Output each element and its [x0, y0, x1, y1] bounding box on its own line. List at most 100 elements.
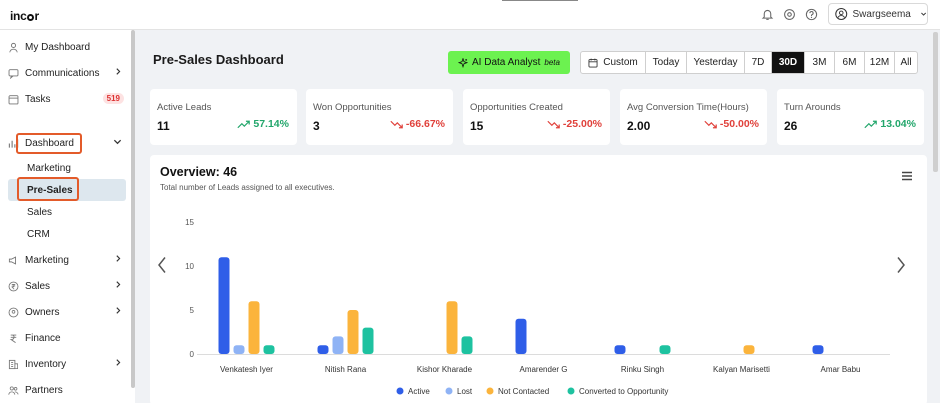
building-icon — [8, 359, 19, 369]
kpi-label: Active Leads — [157, 102, 212, 113]
bell-icon[interactable] — [760, 7, 775, 22]
sidebar-subitem-sales[interactable]: Sales — [27, 206, 53, 218]
top-divider — [502, 0, 578, 1]
sidebar-item-communications[interactable]: Communications — [6, 62, 128, 84]
hamburger-menu-icon[interactable] — [901, 171, 913, 181]
chevron-right-icon — [116, 68, 121, 75]
sidebar-item-label: Owners — [25, 306, 60, 318]
kpi-card-opportunities-created[interactable]: Opportunities Created 15 -25.00% — [463, 89, 610, 145]
trend-down-icon — [547, 120, 560, 128]
range-6m[interactable]: 6M — [835, 52, 865, 73]
sidebar-subitem-pre-sales[interactable]: Pre-Sales — [27, 184, 73, 196]
range-today[interactable]: Today — [646, 52, 687, 73]
overview-subtitle: Total number of Leads assigned to all ex… — [160, 183, 335, 192]
chevron-down-icon — [920, 12, 926, 16]
trend-up-icon — [864, 120, 878, 128]
kpi-card-turn-arounds[interactable]: Turn Arounds 26 13.04% — [777, 89, 924, 145]
calendar-icon — [588, 58, 598, 67]
owner-icon — [8, 307, 19, 317]
range-custom[interactable]: Custom — [581, 52, 646, 73]
sidebar-item-label: Inventory — [25, 358, 67, 370]
kpi-label: Avg Conversion Time(Hours) — [627, 102, 749, 113]
sparkle-icon — [458, 57, 469, 68]
sidebar-item-label: Sales — [25, 280, 51, 292]
chevron-right-icon[interactable] — [896, 256, 906, 274]
help-icon[interactable] — [804, 7, 819, 22]
sidebar-subitem-marketing[interactable]: Marketing — [27, 162, 71, 174]
sidebar-item-label: Dashboard — [25, 137, 74, 149]
kpi-change: -25.00% — [547, 118, 602, 130]
beta-tag: beta — [544, 58, 560, 67]
sidebar: My Dashboard Communications Tasks 519 Da… — [0, 30, 135, 403]
kpi-value: 15 — [470, 119, 484, 133]
sidebar-item-sales[interactable]: Sales — [6, 275, 128, 297]
user-avatar-icon — [835, 8, 848, 20]
chevron-right-icon — [116, 307, 121, 314]
calendar-icon — [8, 94, 19, 104]
ai-data-analyst-button[interactable]: AI Data Analyst beta — [448, 51, 570, 74]
sidebar-subitem-crm[interactable]: CRM — [27, 228, 50, 240]
rupee-circle-icon — [8, 281, 19, 291]
kpi-card-avg-conversion-time[interactable]: Avg Conversion Time(Hours) 2.00 -50.00% — [620, 89, 767, 145]
sidebar-item-inventory[interactable]: Inventory — [6, 353, 128, 375]
user-name: Swargseema — [852, 8, 911, 20]
sidebar-item-owners[interactable]: Owners — [6, 301, 128, 323]
trend-down-icon — [704, 120, 717, 128]
kpi-value: 11 — [157, 119, 170, 133]
chevron-left-icon[interactable] — [157, 256, 167, 274]
page-title: Pre-Sales Dashboard — [153, 52, 284, 67]
main-scrollbar[interactable] — [933, 32, 938, 172]
sidebar-item-dashboard[interactable]: Dashboard — [6, 132, 128, 154]
kpi-label: Turn Arounds — [784, 102, 841, 113]
range-12m[interactable]: 12M — [865, 52, 895, 73]
sidebar-item-label: Partners — [25, 384, 63, 396]
kpi-card-active-leads[interactable]: Active Leads 11 57.14% — [150, 89, 297, 145]
user-menu-button[interactable]: Swargseema — [828, 3, 928, 25]
range-all[interactable]: All — [900, 57, 912, 68]
trend-down-icon — [390, 120, 403, 128]
megaphone-icon — [8, 255, 17, 265]
range-3m[interactable]: 3M — [805, 52, 835, 73]
kpi-change: -50.00% — [704, 118, 759, 130]
kpi-label: Won Opportunities — [313, 102, 392, 113]
range-7d[interactable]: 7D — [745, 52, 772, 73]
kpi-change: 57.14% — [237, 118, 289, 130]
overview-title: Overview: 46 — [160, 165, 238, 179]
kpi-change: -66.67% — [390, 118, 445, 130]
sidebar-item-marketing[interactable]: Marketing — [6, 249, 128, 271]
sidebar-item-label: My Dashboard — [25, 41, 91, 53]
ai-button-label: AI Data Analyst — [472, 57, 541, 68]
pre-sales-highlight-box — [17, 177, 79, 201]
tasks-count-badge: 519 — [102, 93, 124, 104]
sidebar-scrollbar[interactable] — [131, 30, 135, 388]
kpi-card-won-opportunities[interactable]: Won Opportunities 3 -66.67% — [306, 89, 453, 145]
sidebar-item-label: Finance — [25, 332, 61, 344]
top-bar: inc r Swargseema — [0, 0, 940, 30]
dashboard-highlight-box — [16, 133, 82, 154]
settings-icon[interactable] — [782, 7, 797, 22]
range-30d[interactable]: 30D — [772, 52, 805, 73]
chevron-right-icon — [116, 255, 121, 262]
range-yesterday[interactable]: Yesterday — [687, 52, 745, 73]
date-range-selector: Custom Today Yesterday 7D 30D 3M 6M 12M … — [580, 51, 918, 74]
sidebar-item-my-dashboard[interactable]: My Dashboard — [6, 36, 128, 58]
trend-up-icon — [237, 120, 251, 128]
kpi-label: Opportunities Created — [470, 102, 563, 113]
sidebar-item-label: Tasks — [25, 93, 51, 105]
app-logo[interactable]: inc r — [10, 9, 39, 23]
chevron-down-icon — [113, 139, 122, 145]
sidebar-item-tasks[interactable]: Tasks 519 — [6, 88, 128, 110]
chevron-right-icon — [116, 359, 121, 366]
partners-icon — [8, 385, 19, 395]
kpi-value: 2.00 — [627, 119, 651, 133]
sidebar-item-partners[interactable]: Partners — [6, 379, 128, 401]
overview-card: Overview: 46 Total number of Leads assig… — [150, 155, 927, 403]
chevron-right-icon — [116, 281, 121, 288]
bar-chart-icon — [8, 138, 19, 148]
sidebar-active-background — [8, 179, 126, 201]
kpi-change: 13.04% — [864, 118, 916, 130]
user-icon — [9, 42, 18, 52]
chat-icon — [8, 68, 19, 79]
sidebar-item-finance[interactable]: Finance — [6, 327, 128, 349]
sidebar-item-label: Communications — [25, 67, 100, 79]
